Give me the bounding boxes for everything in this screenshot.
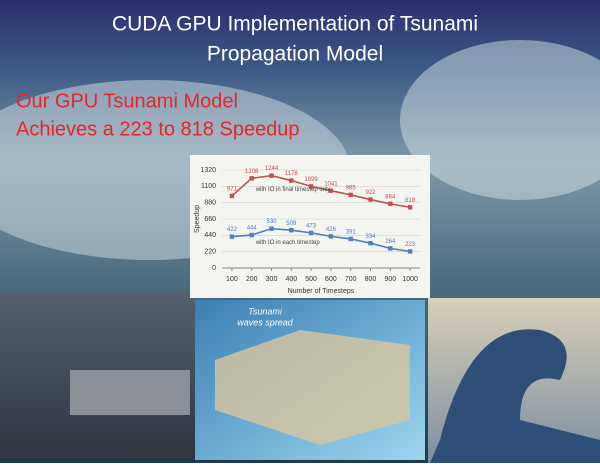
value-label: 985 [346, 185, 357, 191]
image-caption: Tsunami [248, 306, 283, 316]
point-marker [368, 197, 373, 202]
point-marker [229, 234, 235, 239]
slide-title: Propagation Model [207, 43, 383, 66]
series-label: with IO in each timestep [255, 240, 321, 246]
chart-panel [190, 155, 430, 298]
x-tick-label: 100 [226, 276, 238, 283]
point-marker [388, 246, 393, 251]
x-tick-label: 400 [285, 276, 297, 283]
x-tick-label: 900 [384, 276, 396, 283]
y-tick-label: 880 [204, 200, 216, 207]
point-marker [269, 226, 274, 231]
series-line [231, 227, 411, 253]
value-label: 1244 [265, 166, 279, 172]
wave-spray [400, 40, 600, 200]
headline: Achieves a 223 to 818 Speedup [16, 118, 300, 140]
point-marker [249, 176, 254, 181]
x-tick-label: 300 [266, 276, 278, 283]
y-tick-label: 1320 [200, 167, 216, 174]
y-tick-label: 660 [204, 216, 216, 223]
point-marker [249, 232, 254, 238]
y-tick-label: 1100 [201, 183, 216, 190]
value-label: 426 [326, 227, 337, 233]
point-marker [348, 236, 353, 242]
point-marker [388, 201, 393, 207]
wave-shape [430, 329, 600, 463]
value-label: 922 [365, 190, 376, 196]
value-label: 264 [385, 239, 396, 245]
value-label: 1178 [285, 171, 299, 177]
point-marker [308, 230, 314, 236]
value-label: 530 [266, 219, 277, 225]
value-label: 422 [227, 227, 238, 233]
chart: 0 220 440 660 880 1100 1320 100 200 300 400 500 600 7… [194, 166, 420, 295]
buildings [70, 370, 190, 415]
value-label: 1208 [245, 169, 259, 175]
point-marker [368, 241, 373, 246]
value-label: 1041 [324, 181, 338, 187]
series-line [231, 174, 411, 209]
x-tick-label: 700 [345, 276, 357, 283]
value-label: 473 [306, 223, 317, 229]
y-tick-label: 220 [204, 249, 216, 256]
x-tick-label: 200 [246, 276, 258, 283]
y-tick-label: 0 [212, 265, 216, 272]
series-label: with IO in final timestep only [255, 187, 331, 193]
point-marker [289, 228, 294, 233]
value-label: 1099 [304, 177, 318, 183]
x-axis-label: Number of Timesteps [288, 288, 355, 295]
point-marker [289, 178, 294, 183]
point-marker [229, 193, 235, 199]
slide-title: CUDA GPU Implementation of Tsunami [112, 13, 478, 36]
headline: Our GPU Tsunami Model [16, 90, 238, 112]
point-marker [407, 249, 413, 254]
y-axis-label: Speedup [194, 205, 201, 233]
image-caption: waves spread [237, 317, 294, 327]
value-label: 818 [405, 198, 416, 204]
point-marker [308, 184, 314, 189]
value-label: 334 [365, 234, 376, 240]
value-label: 444 [247, 226, 258, 232]
value-label: 971 [227, 186, 238, 192]
point-marker [328, 234, 334, 239]
value-label: 391 [346, 230, 357, 236]
point-marker [348, 192, 353, 198]
point-marker [328, 188, 334, 193]
x-tick-label: 1000 [402, 276, 418, 283]
x-tick-label: 600 [325, 276, 337, 283]
point-marker [269, 173, 274, 178]
value-label: 223 [405, 242, 416, 248]
point-marker [407, 205, 413, 210]
x-tick-label: 800 [365, 276, 377, 283]
seafloor [215, 330, 410, 445]
y-tick-label: 440 [204, 232, 216, 239]
value-label: 864 [385, 194, 396, 200]
x-tick-label: 500 [305, 276, 317, 283]
value-label: 509 [286, 221, 297, 227]
